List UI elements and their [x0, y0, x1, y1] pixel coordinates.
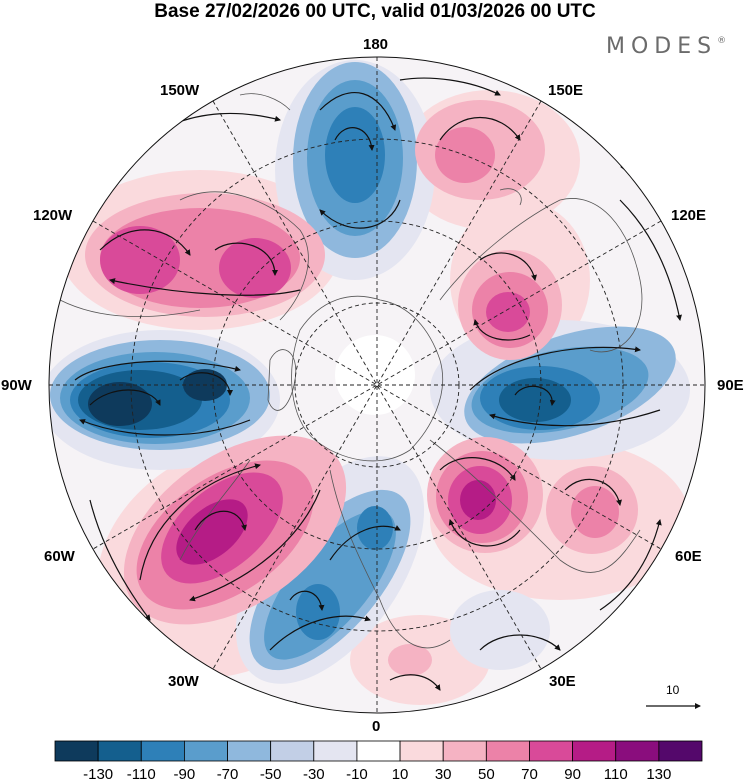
- colorbar-swatch: [356, 740, 401, 762]
- colorbar-swatch: [97, 740, 142, 762]
- map-boundary: [48, 56, 706, 714]
- colorbar-tick-label: 10: [391, 766, 409, 783]
- colorbar-tick-label: -10: [346, 766, 368, 783]
- lon-label-150e: 150E: [548, 82, 584, 99]
- lon-label-30e: 30E: [549, 673, 576, 690]
- colorbar-swatch: [399, 740, 444, 762]
- colorbar-tick-label: 70: [521, 766, 538, 783]
- lon-label-150w: 150W: [160, 82, 200, 99]
- colorbar-swatch: [572, 740, 617, 762]
- brand-mark: ®: [717, 36, 727, 46]
- colorbar-swatch: [140, 740, 185, 762]
- colorbar-swatch: [270, 740, 315, 762]
- colorbar-tick-label: 30: [434, 766, 452, 783]
- colorbar-tick-label: -110: [126, 766, 156, 783]
- colorbar-swatch: [442, 740, 487, 762]
- coastlines: [59, 93, 643, 649]
- colorbar-tick-label: 90: [564, 766, 581, 783]
- lon-label-60e: 60E: [675, 548, 702, 565]
- high-30e: [388, 644, 432, 676]
- colorbar-tick-label: 50: [477, 766, 495, 783]
- colorbar-swatch: [227, 740, 272, 762]
- graticule: [49, 57, 705, 713]
- colorbar-swatch: [485, 740, 530, 762]
- high-60e: [427, 437, 638, 554]
- colorbar-swatch: [615, 740, 660, 762]
- anomaly-field: [49, 57, 705, 713]
- lon-label-120w: 120W: [33, 207, 73, 224]
- lon-label-90w: 90W: [1, 377, 32, 394]
- colorbar-tick-label: -70: [216, 766, 239, 783]
- lon-label-60w: 60W: [44, 548, 75, 565]
- colorbar-swatch: [529, 740, 574, 762]
- brand-name: MODES: [606, 34, 718, 59]
- colorbar-tick-label: -130: [83, 766, 114, 783]
- polar-cap: [335, 335, 415, 415]
- map-title: Base 27/02/2026 00 UTC, valid 01/03/2026…: [154, 1, 596, 22]
- colorbar-tick-label: 130: [646, 766, 672, 783]
- colorbar-tick-label: -90: [173, 766, 196, 783]
- colorbar-swatch: [54, 740, 99, 762]
- colorbar-swatch: [658, 740, 703, 762]
- colorbar-tick-label: 110: [603, 766, 628, 783]
- high-150e: [415, 100, 545, 200]
- reference-vector-value: 10: [666, 683, 680, 697]
- lon-label-90e: 90E: [717, 377, 744, 394]
- colorbar-tick-label: -30: [302, 766, 325, 783]
- lon-label-0: 0: [372, 718, 381, 735]
- high-120w: [85, 193, 325, 317]
- low-90w: [50, 340, 270, 450]
- lon-label-30w: 30W: [168, 673, 199, 690]
- colorbar-swatch: [183, 740, 228, 762]
- high-60w: [123, 435, 347, 625]
- colorbar-tick-label: -50: [259, 766, 282, 783]
- colorbar: [54, 740, 703, 762]
- colorbar-swatch: [313, 740, 358, 762]
- high-120e: [458, 250, 562, 360]
- modes-logo: MODES®: [606, 34, 726, 59]
- lon-label-180: 180: [363, 36, 389, 53]
- lon-label-120e: 120E: [671, 207, 707, 224]
